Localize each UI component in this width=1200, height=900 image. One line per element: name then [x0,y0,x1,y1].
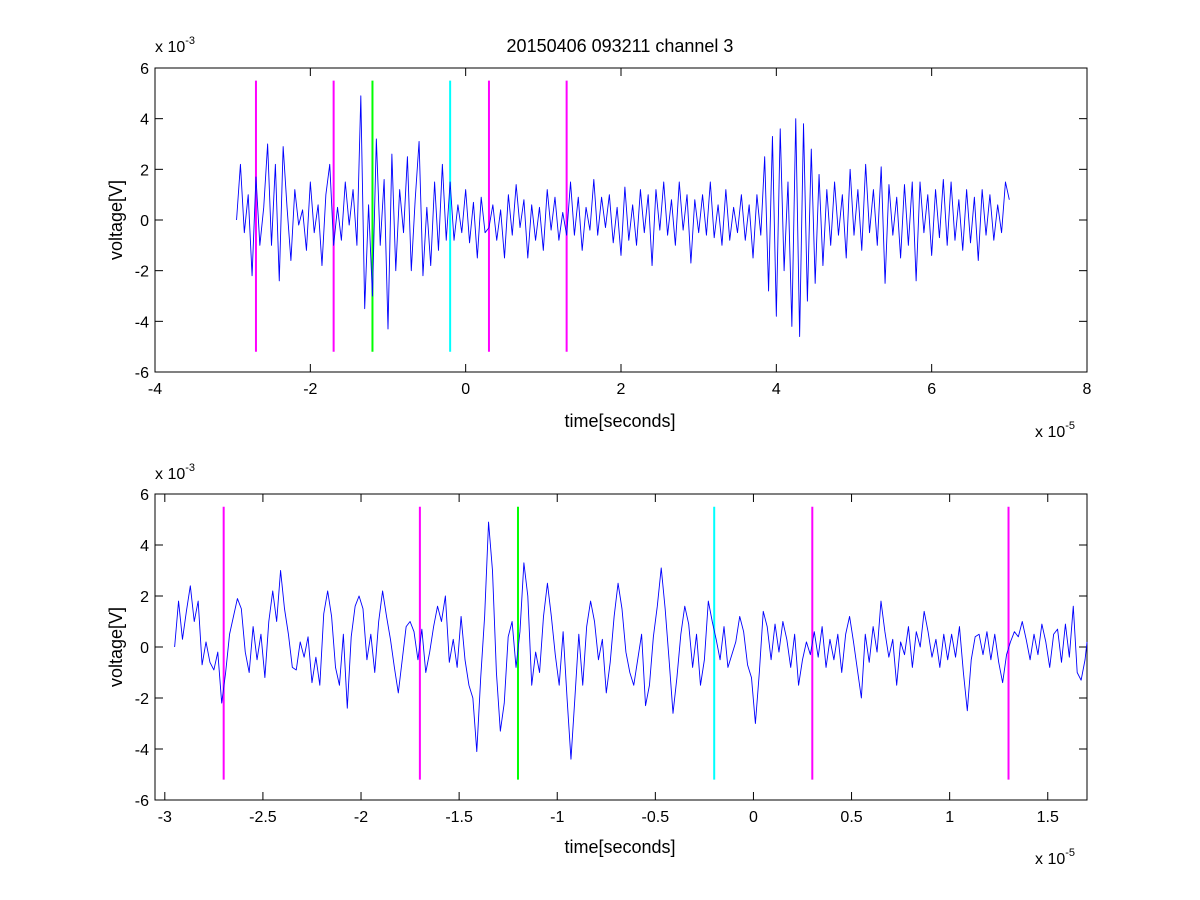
bottom-y-axis-label: voltage[V] [106,607,126,687]
svg-text:x 10-5: x 10-5 [1035,420,1075,441]
bottom-x-tick-label: 1.5 [1037,809,1059,826]
svg-text:x 10-3: x 10-3 [155,462,195,483]
bottom-x-exponent: x 10-5 [1035,847,1075,868]
top-y-tick-label: -6 [135,365,149,382]
bottom-y-tick-label: 6 [140,487,149,504]
bottom-y-tick-label: 0 [140,640,149,657]
bottom-x-tick-label: -1 [550,809,564,826]
top-y-tick-label: 0 [140,213,149,230]
bottom-x-tick-label: -2 [354,809,368,826]
bottom-x-tick-label: -3 [158,809,172,826]
top-y-tick-label: 4 [140,112,149,129]
bottom-ticks: -3 -2.5 -2 -1.5 -1 -0.5 0 0.5 1 1.5 -6 -4 -2 0 2 4 6 [135,487,1087,826]
bottom-y-tick-label: -6 [135,793,149,810]
svg-text:x 10-5: x 10-5 [1035,847,1075,868]
bottom-markers [222,506,1010,780]
bottom-panel: x 10-3 x 10-5 time[seconds] voltage[V] -… [106,462,1088,868]
bottom-y-tick-label: -2 [135,691,149,708]
top-x-tick-label: 6 [927,381,936,398]
bottom-x-tick-label: 0 [749,809,758,826]
bottom-y-tick-label: 2 [140,589,149,606]
top-x-tick-label: -4 [148,381,162,398]
svg-text:x 10-3: x 10-3 [155,35,195,56]
top-x-tick-label: 2 [617,381,626,398]
top-y-tick-label: 2 [140,162,149,179]
bottom-y-exponent: x 10-3 [155,462,195,483]
top-voltage-trace [236,95,1010,337]
top-x-tick-label: -2 [303,381,317,398]
bottom-axes-box [154,493,1088,801]
top-markers [254,80,568,352]
bottom-y-tick-label: -4 [135,742,149,759]
top-x-axis-label: time[seconds] [564,411,675,431]
bottom-voltage-trace [174,521,1088,760]
bottom-x-tick-label: 0.5 [840,809,862,826]
bottom-x-axis-label: time[seconds] [564,837,675,857]
top-axes-box [154,67,1088,373]
bottom-x-tick-label: -0.5 [642,809,670,826]
top-y-exponent: x 10-3 [155,35,195,56]
chart-title: 20150406 093211 channel 3 [507,36,734,56]
top-y-tick-label: -2 [135,264,149,281]
bottom-x-tick-label: -2.5 [249,809,277,826]
top-y-axis-label: voltage[V] [106,180,126,260]
top-y-tick-label: 6 [140,61,149,78]
top-x-tick-label: 4 [772,381,781,398]
bottom-series [174,521,1088,760]
top-y-tick-label: -4 [135,314,149,331]
bottom-y-tick-label: 4 [140,538,149,555]
bottom-x-tick-label: 1 [945,809,954,826]
top-series [236,95,1010,337]
top-x-tick-label: 0 [461,381,470,398]
bottom-x-tick-label: -1.5 [445,809,473,826]
top-x-exponent: x 10-5 [1035,420,1075,441]
top-x-tick-label: 8 [1083,381,1092,398]
top-panel: 20150406 093211 channel 3 x 10-3 x 10-5 … [106,35,1092,441]
